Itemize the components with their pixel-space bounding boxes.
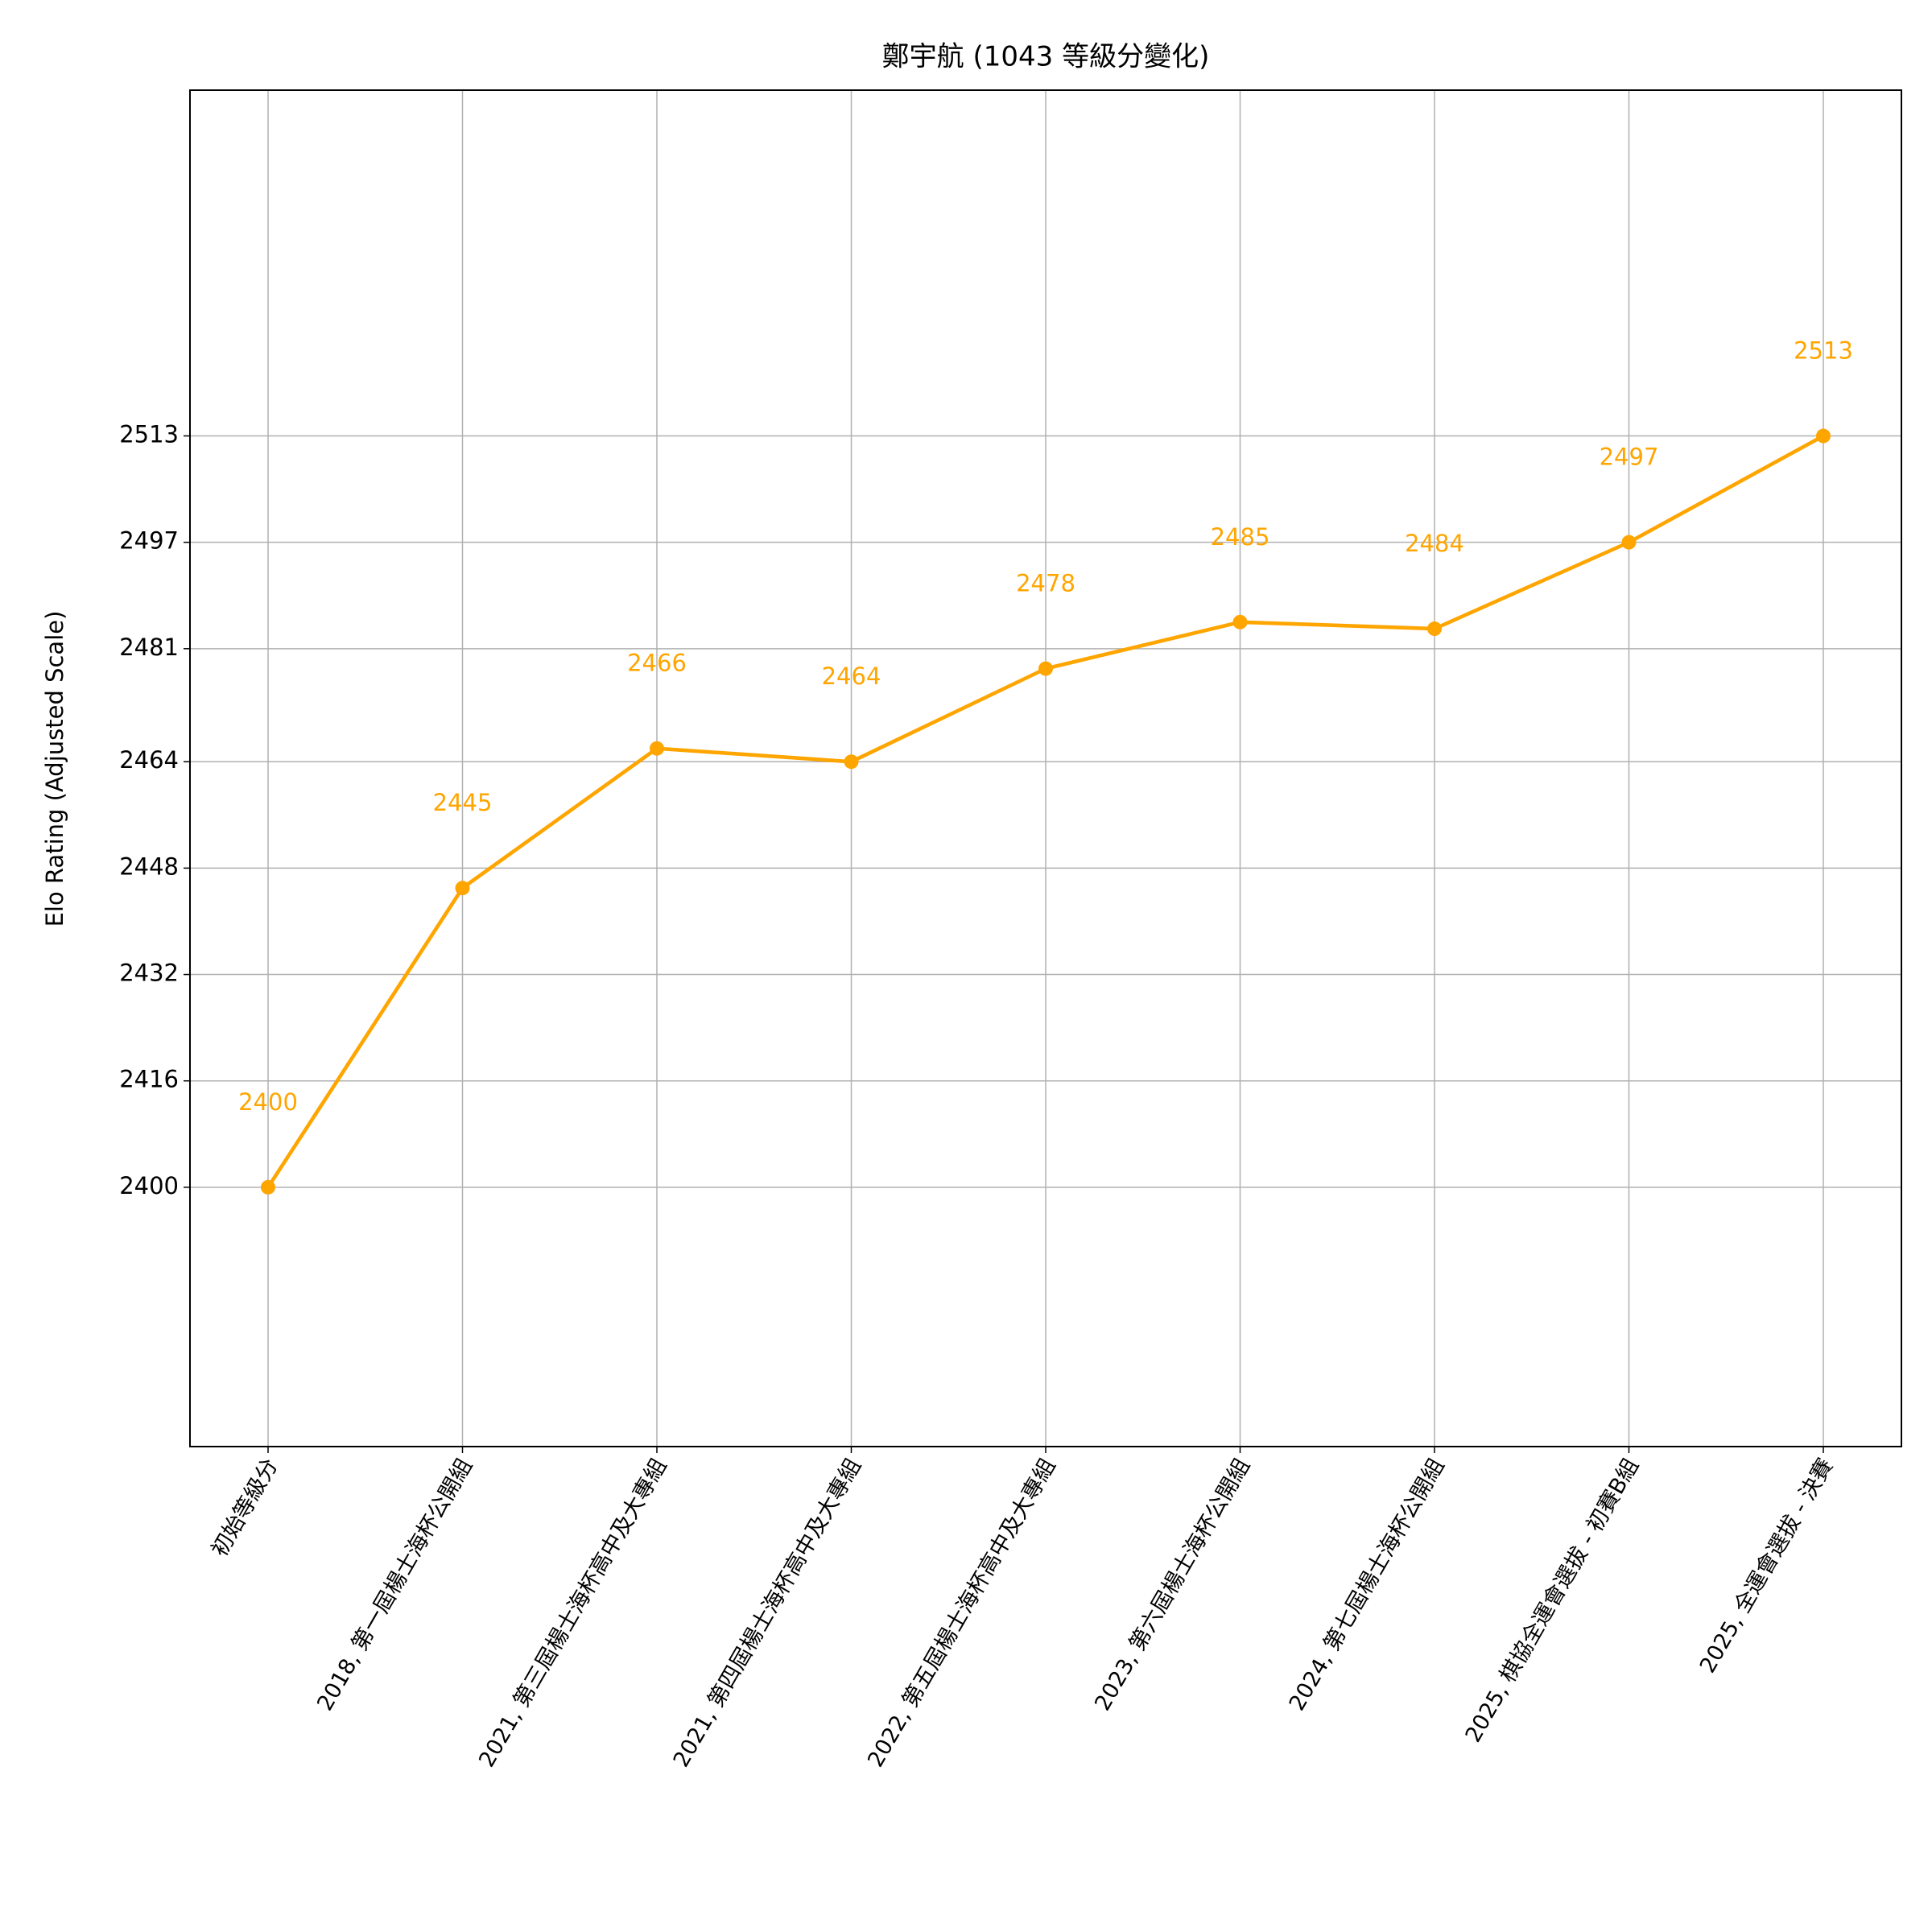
data-point bbox=[844, 754, 859, 770]
data-label: 2400 bbox=[238, 1088, 298, 1116]
data-point bbox=[261, 1179, 275, 1195]
y-tick-label: 2416 bbox=[119, 1066, 179, 1093]
data-label: 2478 bbox=[1016, 570, 1075, 597]
data-point bbox=[1621, 535, 1637, 550]
data-point bbox=[1816, 428, 1831, 444]
data-point bbox=[1427, 621, 1442, 637]
y-tick-label: 2513 bbox=[119, 421, 179, 448]
y-tick-label: 2497 bbox=[119, 527, 179, 555]
plot-frame bbox=[189, 89, 1902, 1447]
data-label: 2497 bbox=[1600, 444, 1659, 471]
data-point bbox=[650, 741, 664, 756]
y-tick-label: 2448 bbox=[119, 852, 179, 880]
y-axis-label: Elo Rating (Adjusted Scale) bbox=[41, 611, 68, 927]
y-tick-label: 2432 bbox=[119, 960, 179, 987]
data-label: 2485 bbox=[1211, 523, 1270, 551]
y-tick-label: 2481 bbox=[119, 634, 179, 661]
chart-title: 鄭宇航 (1043 等級分變化) bbox=[882, 41, 1210, 73]
data-label: 2466 bbox=[627, 650, 687, 677]
y-tick-label: 2464 bbox=[119, 746, 179, 774]
data-point bbox=[1038, 661, 1053, 676]
data-label: 2484 bbox=[1405, 530, 1464, 557]
data-label: 2513 bbox=[1794, 337, 1853, 365]
data-label: 2464 bbox=[822, 663, 881, 690]
y-tick-label: 2400 bbox=[119, 1172, 179, 1199]
data-point bbox=[1232, 614, 1248, 630]
data-label: 2445 bbox=[433, 789, 493, 816]
data-point bbox=[455, 881, 470, 896]
